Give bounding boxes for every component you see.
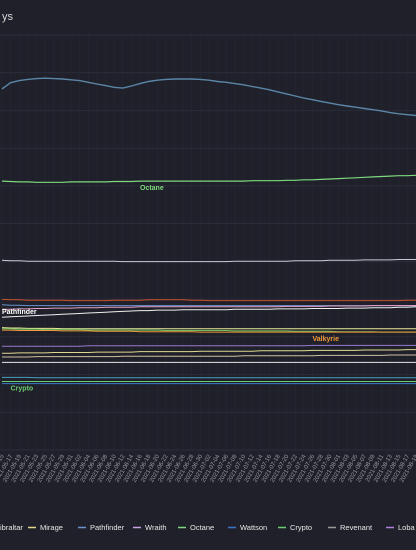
legend-item[interactable]: Pathfinder <box>90 523 125 532</box>
series-end-labels: Octane Pathfinder Valkyrie Crypto <box>2 185 339 392</box>
chart-title: ys <box>2 11 14 23</box>
series-end-label: Pathfinder <box>2 309 37 316</box>
series-line <box>1 259 416 263</box>
series-line <box>1 298 416 302</box>
series-end-label: Valkyrie <box>313 336 340 343</box>
series-line <box>2 354 416 358</box>
legend-item[interactable]: Mirage <box>40 523 63 532</box>
legend-item[interactable]: Wattson <box>240 523 267 532</box>
series-line <box>1 327 416 330</box>
series-line <box>1 174 416 183</box>
legend-item[interactable]: Crypto <box>290 523 312 532</box>
legend-item[interactable]: Loba <box>398 523 416 532</box>
legend-item[interactable]: Octane <box>190 523 214 532</box>
legend-item[interactable]: Wraith <box>145 523 167 532</box>
legend: ibraltar Mirage Pathfinder Wraith Octane Watt… <box>0 523 416 532</box>
series-line <box>2 344 416 347</box>
series-line <box>1 306 416 318</box>
gridlines <box>0 34 416 451</box>
series-line <box>2 305 416 310</box>
series-end-label: Octane <box>140 185 164 192</box>
series-end-label: Crypto <box>11 386 34 393</box>
x-axis-ticks: 2021-05-152021-05-172021-05-192021-05-21… <box>0 453 416 483</box>
series-line <box>2 349 416 354</box>
legend-item[interactable]: ibraltar <box>0 523 23 532</box>
series-line <box>2 329 416 333</box>
series-line <box>1 77 416 117</box>
series-lines <box>1 77 416 385</box>
legend-item[interactable]: Revenant <box>340 523 373 532</box>
